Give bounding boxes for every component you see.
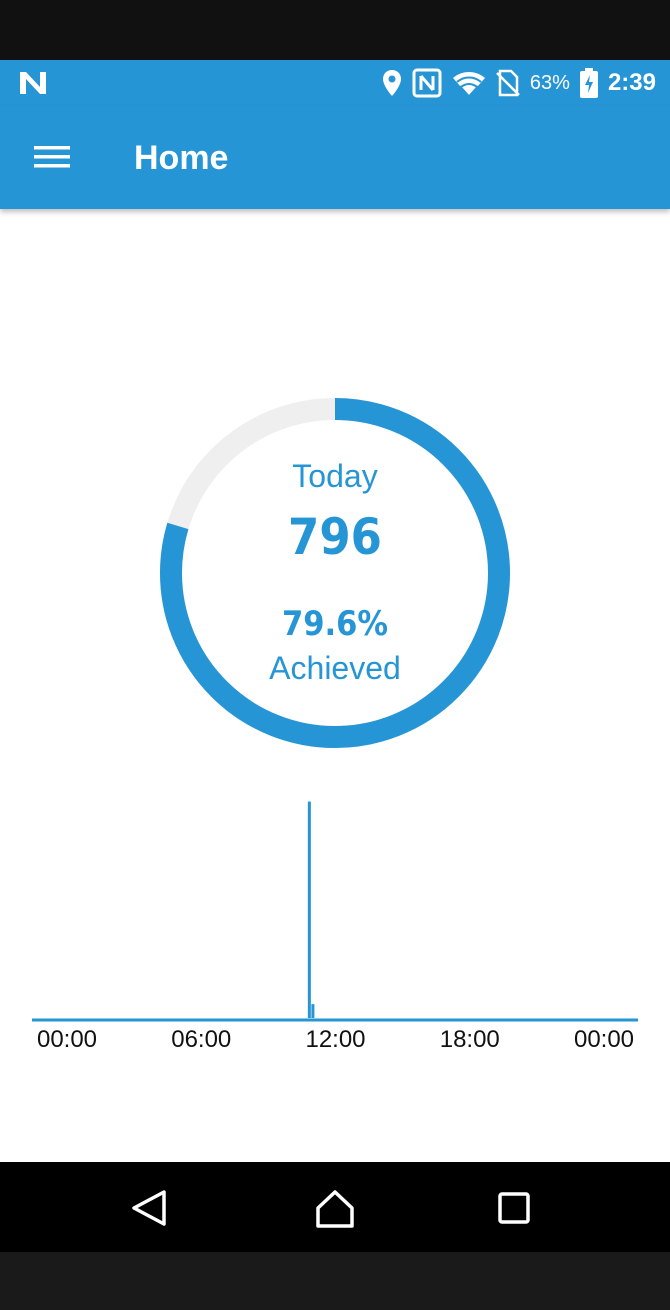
hamburger-menu-icon bbox=[34, 146, 70, 168]
today-label: Today bbox=[292, 458, 378, 494]
progress-ring: Today 796 79.6% Achieved bbox=[160, 398, 510, 748]
achieved-label: Achieved bbox=[269, 650, 401, 686]
wifi-icon bbox=[452, 72, 485, 97]
menu-button[interactable] bbox=[22, 134, 82, 180]
back-button[interactable] bbox=[120, 1180, 180, 1236]
bottom-system-area bbox=[0, 1252, 670, 1310]
x-tick-label: 00:00 bbox=[36, 1026, 98, 1053]
x-tick-label: 00:00 bbox=[573, 1026, 635, 1053]
x-tick-label: 06:00 bbox=[171, 1026, 232, 1053]
top-system-area bbox=[0, 0, 670, 60]
achieved-percent: 79.6% bbox=[281, 604, 389, 644]
battery-charging-icon bbox=[579, 68, 598, 98]
x-tick-label: 12:00 bbox=[305, 1026, 366, 1053]
recents-button[interactable] bbox=[484, 1180, 544, 1236]
status-bar: 63% 2:39 bbox=[0, 60, 670, 106]
home-button[interactable] bbox=[305, 1180, 365, 1236]
battery-percent: 63% bbox=[529, 71, 570, 94]
no-sim-icon bbox=[496, 69, 520, 97]
chart-bar bbox=[311, 1004, 315, 1018]
recents-icon bbox=[498, 1192, 530, 1224]
clock: 2:39 bbox=[607, 69, 656, 96]
ring-progress-arc bbox=[160, 398, 510, 748]
step-count: 796 bbox=[288, 508, 382, 566]
page-title: Home bbox=[134, 139, 229, 177]
back-icon bbox=[132, 1190, 166, 1226]
navigation-bar bbox=[0, 1162, 670, 1252]
progress-ring-graphic bbox=[160, 398, 510, 748]
nfc-icon bbox=[412, 68, 442, 98]
location-icon bbox=[382, 70, 401, 96]
home-icon bbox=[316, 1190, 354, 1228]
chart-bar bbox=[307, 801, 311, 1018]
x-tick-label: 18:00 bbox=[439, 1026, 500, 1053]
app-bar: Home bbox=[0, 106, 670, 209]
daily-activity-chart: 00:00 06:00 12:00 18:00 00:00 bbox=[30, 790, 640, 1070]
chart-plot bbox=[32, 801, 638, 1022]
notification-n-icon bbox=[20, 72, 46, 94]
